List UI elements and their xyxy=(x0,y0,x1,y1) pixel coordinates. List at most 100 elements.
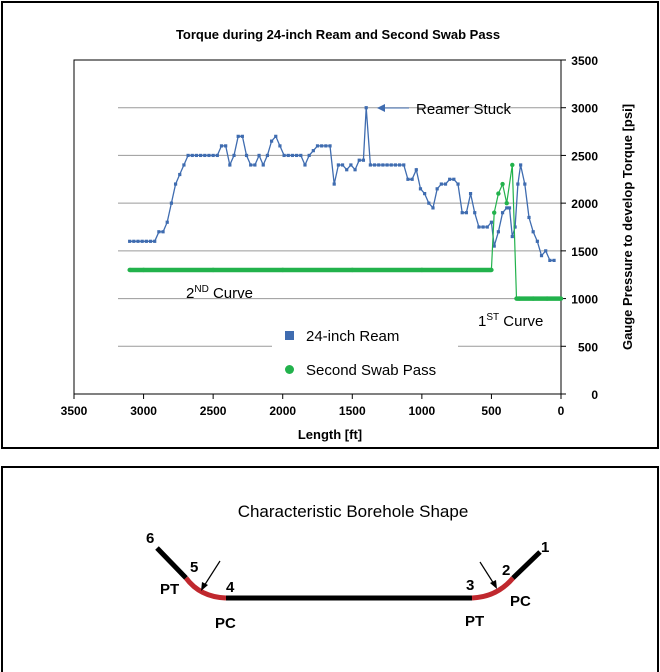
point-ream-20 xyxy=(211,153,215,158)
pointer-arrowhead-left xyxy=(201,582,208,591)
point-swab-0 xyxy=(127,267,132,273)
point-ream-14 xyxy=(186,153,190,158)
point-ream-18 xyxy=(203,153,207,158)
point-ream-104 xyxy=(552,258,556,262)
point-ream-15 xyxy=(190,153,194,158)
borehole-curve-right xyxy=(471,576,515,601)
y-tick-label-3000: 3000 xyxy=(571,102,598,116)
reamer-stuck-label: Reamer Stuck xyxy=(416,101,512,118)
borehole-diagram: Characteristic Borehole Shape 6 5 4 3 2 … xyxy=(146,502,549,632)
point-ream-70 xyxy=(418,187,423,191)
point-ream-8 xyxy=(161,230,165,234)
point-ream-21 xyxy=(215,153,219,158)
point-ream-92 xyxy=(507,206,512,210)
point-swab-5 xyxy=(419,267,425,273)
y-tick-label-3500: 3500 xyxy=(571,54,598,68)
point-ream-57 xyxy=(364,106,368,110)
point-ream-77 xyxy=(448,177,452,181)
point-ream-78 xyxy=(452,177,456,181)
point-ream-94 xyxy=(513,225,517,229)
point-ream-83 xyxy=(473,211,477,215)
point-ream-69 xyxy=(414,168,418,172)
point-ream-23 xyxy=(224,144,228,148)
point-swab-4 xyxy=(350,267,355,273)
point-ream-48 xyxy=(328,144,332,148)
point-ream-90 xyxy=(500,211,505,215)
point-ream-50 xyxy=(336,163,340,167)
legend-marker-swab xyxy=(285,365,294,374)
point-ream-66 xyxy=(402,163,406,167)
chart-legend: 24-inch Ream Second Swab Pass xyxy=(272,318,458,386)
point-swab-13 xyxy=(517,296,522,301)
point-ream-67 xyxy=(406,177,410,181)
point-ream-97 xyxy=(523,182,527,186)
point-ream-43 xyxy=(307,153,311,158)
point-ream-38 xyxy=(286,153,290,158)
point-ream-12 xyxy=(178,172,182,177)
point-ream-100 xyxy=(535,239,539,243)
diagram-title: Characteristic Borehole Shape xyxy=(238,502,469,521)
pointer-arrowhead-right xyxy=(490,580,497,589)
x-axis-label: Length [ft] xyxy=(298,427,362,442)
x-tick-label-0: 0 xyxy=(558,404,565,418)
point-ream-58 xyxy=(368,163,372,167)
point-swab-14 xyxy=(530,296,536,301)
legend-label-ream: 24-inch Ream xyxy=(306,328,399,345)
pointer-arrow-right xyxy=(479,561,495,585)
point-ream-36 xyxy=(278,144,282,148)
point-ream-1 xyxy=(132,239,136,243)
point-ream-99 xyxy=(531,230,535,234)
point-ream-44 xyxy=(311,149,315,153)
point-ream-53 xyxy=(349,163,353,167)
point-swab-10 xyxy=(504,200,509,206)
point-ream-41 xyxy=(299,153,303,158)
pc-label-left: PC xyxy=(215,615,236,632)
pt-label-left: PT xyxy=(160,581,179,598)
y-tick-label-1000: 1000 xyxy=(571,293,598,307)
point-ream-76 xyxy=(443,182,448,186)
point-ream-17 xyxy=(199,153,203,158)
point-ream-65 xyxy=(397,163,402,167)
point-swab-1 xyxy=(141,267,146,273)
first-curve-label: 1ST Curve xyxy=(478,312,543,330)
point-ream-29 xyxy=(249,163,253,167)
point-ream-22 xyxy=(219,144,224,148)
point-ream-34 xyxy=(269,139,274,143)
borehole-diagram-panel xyxy=(1,466,659,672)
legend-label-swab: Second Swab Pass xyxy=(306,362,436,379)
point-ream-19 xyxy=(207,153,211,158)
point-ream-68 xyxy=(410,177,414,181)
point-swab-16 xyxy=(558,296,564,301)
x-tick-label-2000: 2000 xyxy=(269,404,296,418)
point-ream-47 xyxy=(324,144,328,148)
point-ream-4 xyxy=(144,239,148,243)
point-ream-81 xyxy=(464,211,468,215)
point-ream-7 xyxy=(157,230,161,234)
point-label-5: 5 xyxy=(190,559,198,576)
point-ream-96 xyxy=(519,163,523,167)
borehole-curve-left xyxy=(183,576,227,601)
point-ream-2 xyxy=(136,239,140,243)
point-label-4: 4 xyxy=(226,579,235,596)
point-ream-71 xyxy=(423,192,427,196)
x-tick-label-1000: 1000 xyxy=(409,404,436,418)
gridlines xyxy=(118,107,561,347)
x-tick-label-3000: 3000 xyxy=(130,404,157,418)
y-tick-label-500: 500 xyxy=(578,340,598,354)
point-ream-84 xyxy=(477,225,481,229)
point-ream-24 xyxy=(228,163,232,167)
x-tick-label-3500: 3500 xyxy=(61,404,88,418)
series-1 xyxy=(127,162,564,301)
point-ream-49 xyxy=(332,182,336,186)
point-swab-7 xyxy=(492,210,497,215)
point-ream-6 xyxy=(153,239,157,243)
legend-box xyxy=(272,318,458,386)
point-ream-89 xyxy=(496,230,500,234)
x-tick-label-500: 500 xyxy=(481,404,501,418)
point-ream-13 xyxy=(182,163,186,167)
legend-marker-ream xyxy=(285,331,294,340)
point-ream-91 xyxy=(505,206,509,210)
point-ream-16 xyxy=(194,153,199,158)
point-ream-27 xyxy=(240,134,244,138)
